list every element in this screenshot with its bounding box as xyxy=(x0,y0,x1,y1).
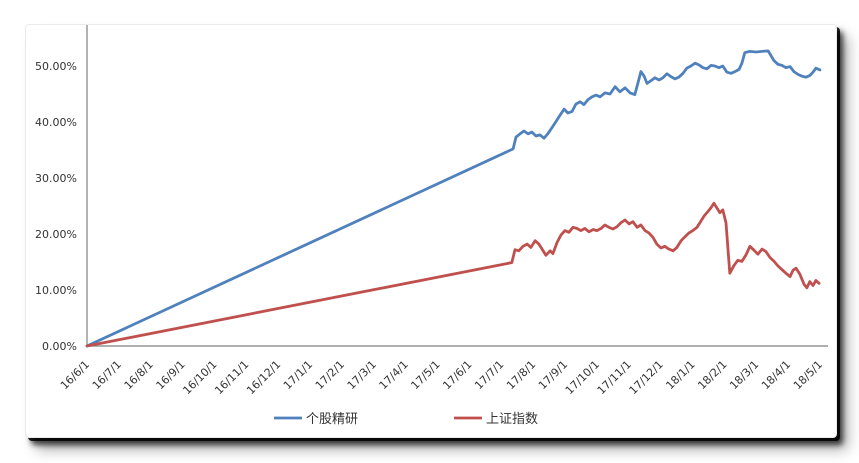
x-axis-tick-label: 17/4/1 xyxy=(377,358,411,392)
x-axis-tick-label: 17/5/1 xyxy=(408,358,442,392)
x-axis-tick-label: 17/3/1 xyxy=(345,358,379,392)
x-axis-tick-label: 16/11/1 xyxy=(212,358,251,397)
chart-panel: 0.00% 10.00% 20.00% 30.00% 40.00% 50.00% 16/6/… xyxy=(25,24,837,438)
x-axis-tick-label: 18/1/1 xyxy=(663,358,697,392)
x-axis-tick-label: 16/8/1 xyxy=(122,358,156,392)
series-line-0 xyxy=(85,49,822,348)
x-axis-tick-label: 18/2/1 xyxy=(695,358,729,392)
x-axis-tick-label: 16/10/1 xyxy=(180,358,219,397)
y-axis-tick-label: 50.00% xyxy=(35,60,77,73)
x-axis-tick-label: 17/12/1 xyxy=(627,358,666,397)
x-axis-tick-label: 18/4/1 xyxy=(759,358,793,392)
series-line-1 xyxy=(85,201,821,348)
x-axis-tick-label: 17/7/1 xyxy=(472,358,506,392)
x-axis-tick-label: 17/6/1 xyxy=(440,358,474,392)
x-axis-tick-label: 17/10/1 xyxy=(563,358,602,397)
performance-line-chart: 0.00% 10.00% 20.00% 30.00% 40.00% 50.00% 16/6/… xyxy=(35,25,828,427)
y-axis-tick-label: 20.00% xyxy=(35,228,77,241)
x-axis-tick-label: 16/6/1 xyxy=(58,358,92,392)
legend-label-1: 上证指数 xyxy=(486,412,538,427)
x-axis-tick-label: 16/12/1 xyxy=(244,358,283,397)
x-axis-tick-label: 17/8/1 xyxy=(504,358,538,392)
y-axis-tick-label: 40.00% xyxy=(35,116,77,129)
x-axis-tick-label: 17/1/1 xyxy=(281,358,315,392)
x-axis-tick-label: 17/11/1 xyxy=(595,358,634,397)
x-axis-tick-label: 17/2/1 xyxy=(313,358,347,392)
x-axis-tick-label: 16/7/1 xyxy=(90,358,124,392)
y-axis-tick-label: 30.00% xyxy=(35,172,77,185)
y-axis-tick-label: 0.00% xyxy=(42,340,77,353)
x-axis-tick-label: 18/5/1 xyxy=(791,358,825,392)
x-axis-tick-label: 18/3/1 xyxy=(727,358,761,392)
legend-label-0: 个股精研 xyxy=(306,412,358,427)
y-axis-tick-label: 10.00% xyxy=(35,284,77,297)
